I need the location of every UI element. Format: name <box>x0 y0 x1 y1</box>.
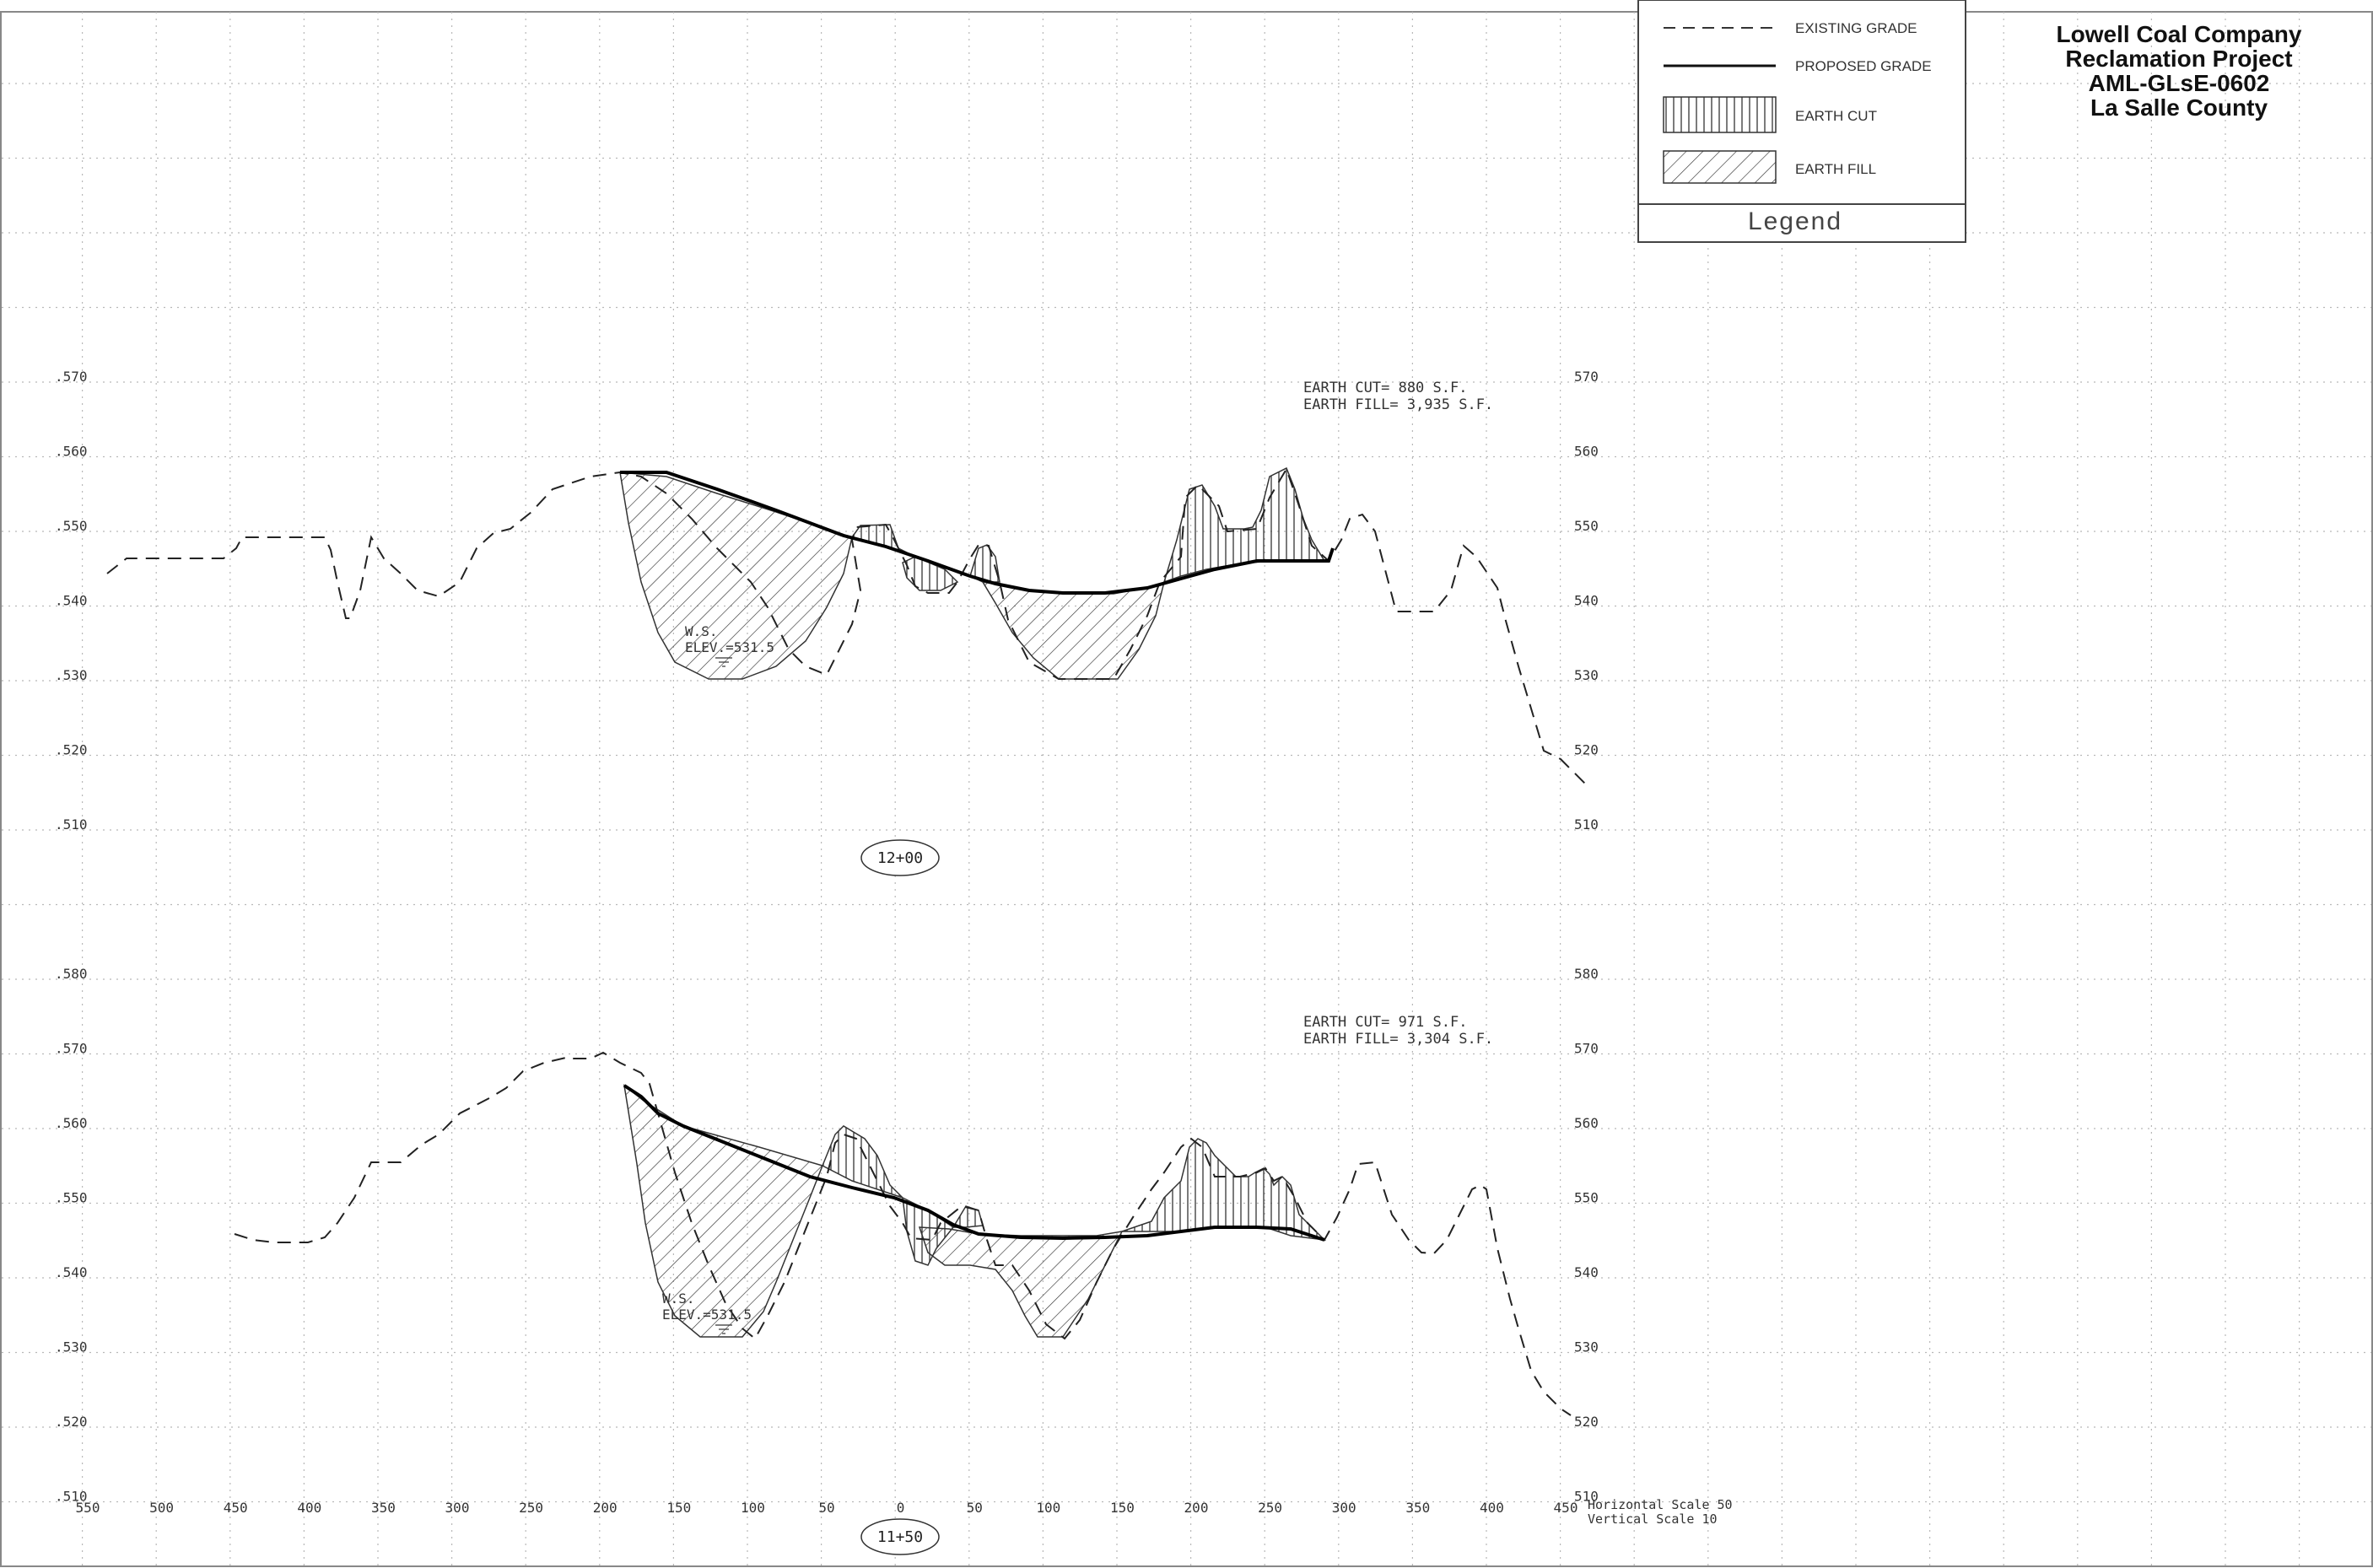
legend-fill-swatch <box>1663 150 1777 184</box>
title-line-2: Reclamation Project <box>2065 46 2292 72</box>
y-tick-label-right: 520 <box>1574 742 1599 758</box>
y-tick-label-right: 530 <box>1574 667 1599 683</box>
earth-cut-volume: EARTH CUT= 971 S.F. <box>1303 1014 1467 1031</box>
y-tick-label-left: .540 <box>55 1264 88 1280</box>
legend-cut-swatch <box>1663 96 1777 133</box>
legend-title: Legend <box>1748 207 1842 235</box>
proposed-grade-line <box>620 471 1335 595</box>
y-tick-label-left: .520 <box>55 1414 88 1430</box>
y-tick-label-left: .570 <box>55 369 88 385</box>
proposed-grade-line <box>623 1084 1325 1242</box>
earth-fill-volume: EARTH FILL= 3,935 S.F. <box>1303 396 1493 413</box>
x-tick-label: 150 <box>1110 1500 1135 1516</box>
y-tick-label-right: 570 <box>1574 1041 1599 1057</box>
legend: EXISTING GRADE PROPOSED GRADE EARTH CUT … <box>1637 0 1966 243</box>
y-tick-label-left: .550 <box>55 1190 88 1206</box>
earth-fill-volume: EARTH FILL= 3,304 S.F. <box>1303 1031 1493 1048</box>
y-tick-label-right: 580 <box>1574 966 1599 982</box>
legend-fill-label: EARTH FILL <box>1795 161 1876 177</box>
scale-note: Horizontal Scale 50 Vertical Scale 10 <box>1588 1497 1733 1527</box>
x-tick-label: 100 <box>1036 1500 1060 1516</box>
y-tick-label-right: 560 <box>1574 1115 1599 1131</box>
y-tick-label-left: .540 <box>55 593 88 609</box>
y-tick-label-left: .560 <box>55 1115 88 1131</box>
y-tick-label-left: .510 <box>55 816 88 832</box>
x-tick-label: 150 <box>666 1500 691 1516</box>
x-tick-label: 0 <box>897 1500 905 1516</box>
existing-grade-line <box>106 466 1587 785</box>
x-tick-label: 550 <box>76 1500 100 1516</box>
water-surface-label: W.S. <box>662 1291 695 1307</box>
x-tick-label: 300 <box>1332 1500 1356 1516</box>
x-tick-label: 400 <box>297 1500 321 1516</box>
x-tick-label: 250 <box>1258 1500 1282 1516</box>
water-surface-elev: ELEV.=531.5 <box>685 639 774 655</box>
station-label: 12+00 <box>877 849 923 867</box>
y-tick-label-right: 550 <box>1574 1190 1599 1206</box>
x-tick-label: 50 <box>967 1500 983 1516</box>
fill-area <box>623 1084 823 1338</box>
legend-proposed-label: PROPOSED GRADE <box>1795 58 1932 74</box>
y-tick-label-left: .510 <box>55 1489 88 1505</box>
y-tick-label-left: .530 <box>55 667 88 683</box>
title-line-4: La Salle County <box>2090 94 2268 121</box>
water-surface-label: W.S. <box>685 623 718 639</box>
fill-area <box>981 580 1166 680</box>
y-tick-label-left: .520 <box>55 742 88 758</box>
cut-area <box>822 1125 903 1199</box>
y-tick-label-right: 560 <box>1574 444 1599 460</box>
y-tick-label-left: .560 <box>55 444 88 460</box>
x-tick-label: 200 <box>593 1500 618 1516</box>
section-11-50 <box>234 1051 1572 1416</box>
existing-grade-line <box>234 1051 1572 1416</box>
section-11-50-annotations: EARTH CUT= 971 S.F. EARTH FILL= 3,304 S.… <box>662 1014 1493 1555</box>
x-tick-label: 250 <box>519 1500 543 1516</box>
y-tick-label-right: 570 <box>1574 369 1599 385</box>
x-tick-label: 350 <box>1405 1500 1430 1516</box>
fill-area <box>918 1226 1124 1338</box>
title-line-3: AML-GLsE-0602 <box>2089 70 2270 96</box>
title-block: Lowell Coal Company Reclamation Project … <box>2057 21 2302 121</box>
section-12-00 <box>106 466 1587 785</box>
x-tick-label: 500 <box>149 1500 174 1516</box>
y-tick-label-left: .550 <box>55 518 88 534</box>
earth-cut-volume: EARTH CUT= 880 S.F. <box>1303 380 1467 396</box>
x-tick-label: 300 <box>445 1500 470 1516</box>
x-tick-label: 450 <box>224 1500 248 1516</box>
x-tick-label: 450 <box>1554 1500 1578 1516</box>
x-tick-label: 100 <box>741 1500 765 1516</box>
y-tick-label-right: 540 <box>1574 593 1599 609</box>
y-tick-label-right: 540 <box>1574 1264 1599 1280</box>
y-tick-label-right: 530 <box>1574 1339 1599 1355</box>
legend-cut-label: EARTH CUT <box>1795 108 1877 124</box>
y-tick-label-right: 550 <box>1574 518 1599 534</box>
station-bubble <box>860 839 940 876</box>
vertical-scale-note: Vertical Scale 10 <box>1588 1511 1718 1527</box>
y-tick-label-left: .530 <box>55 1339 88 1355</box>
title-line-1: Lowell Coal Company <box>2057 21 2302 47</box>
y-tick-label-right: 520 <box>1574 1414 1599 1430</box>
section-12-00-annotations: EARTH CUT= 880 S.F. EARTH FILL= 3,935 S.… <box>685 380 1493 876</box>
y-tick-label-left: .580 <box>55 966 88 982</box>
fill-area <box>619 471 853 680</box>
water-surface-elev: ELEV.=531.5 <box>662 1307 752 1323</box>
cut-area <box>969 544 1000 583</box>
x-tick-label: 350 <box>371 1500 396 1516</box>
x-tick-label: 50 <box>818 1500 834 1516</box>
station-label: 11+50 <box>877 1528 923 1546</box>
dotted-grid <box>2 12 2371 1566</box>
legend-existing-label: EXISTING GRADE <box>1795 20 1917 36</box>
x-tick-label: 200 <box>1184 1500 1209 1516</box>
sheet-border <box>0 11 2373 1567</box>
station-bubble <box>860 1518 940 1555</box>
y-tick-label-right: 510 <box>1574 1489 1599 1505</box>
y-tick-label-left: .570 <box>55 1041 88 1057</box>
y-tick-label-right: 510 <box>1574 816 1599 832</box>
horizontal-scale-note: Horizontal Scale 50 <box>1588 1497 1733 1512</box>
x-tick-label: 400 <box>1480 1500 1504 1516</box>
